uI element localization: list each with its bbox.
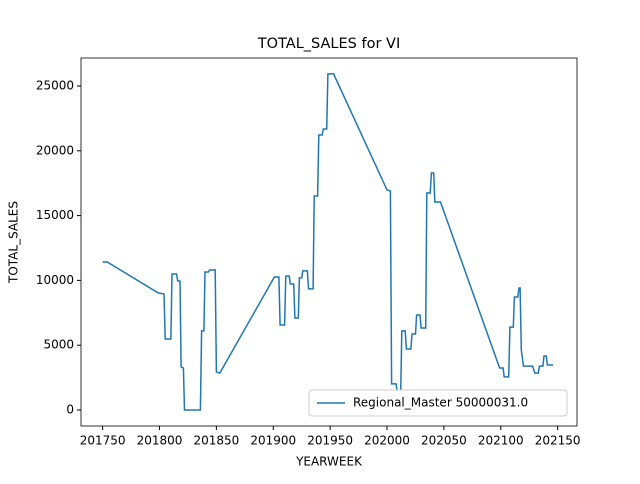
chart-title: TOTAL_SALES for VI <box>257 36 400 52</box>
y-tick-label: 25000 <box>36 78 74 92</box>
y-tick-label: 10000 <box>36 273 74 287</box>
x-tick-label: 202150 <box>535 434 581 448</box>
x-tick-label: 201900 <box>250 434 296 448</box>
y-tick-label: 5000 <box>43 338 74 352</box>
x-tick-label: 201850 <box>193 434 239 448</box>
x-tick-label: 201750 <box>80 434 126 448</box>
x-tick-label: 201800 <box>137 434 183 448</box>
y-tick-label: 20000 <box>36 143 74 157</box>
x-tick-label: 201950 <box>307 434 353 448</box>
x-tick-label: 202100 <box>478 434 524 448</box>
x-tick-label: 202050 <box>421 434 467 448</box>
y-tick-label: 15000 <box>36 208 74 222</box>
x-tick-label: 202000 <box>364 434 410 448</box>
y-axis-label: TOTAL_SALES <box>7 201 21 284</box>
legend-label: Regional_Master 50000031.0 <box>353 396 528 410</box>
y-tick-label: 0 <box>66 402 74 416</box>
line-series <box>102 73 554 411</box>
legend-box <box>308 389 568 417</box>
plot-frame <box>80 57 578 427</box>
x-axis-label: YEARWEEK <box>295 455 363 469</box>
